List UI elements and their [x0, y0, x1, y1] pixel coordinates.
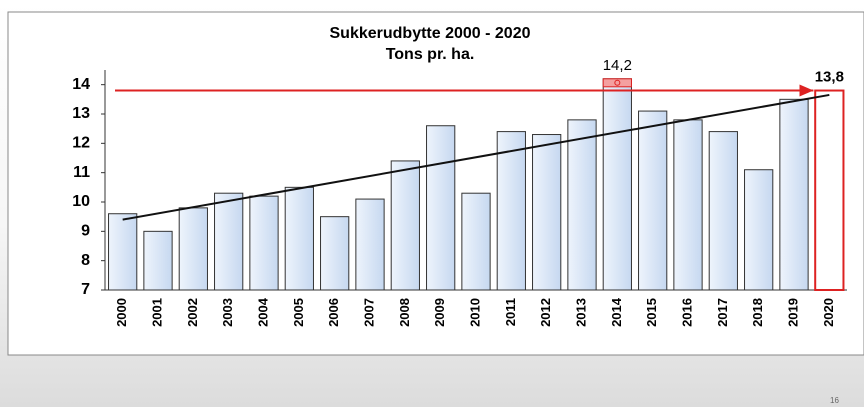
bar — [214, 192, 244, 291]
bar — [178, 207, 208, 291]
highlight — [602, 78, 632, 88]
bar — [426, 125, 456, 291]
x-tick-label: 2006 — [326, 298, 341, 327]
value-label: 14,2 — [603, 57, 632, 74]
bar — [673, 119, 703, 291]
x-tick-label: 2020 — [821, 298, 836, 327]
x-tick-label: 2001 — [149, 298, 164, 327]
y-tick-label: 14 — [72, 76, 90, 93]
bar — [390, 160, 420, 291]
x-tick-label: 2016 — [679, 298, 694, 327]
y-tick-label: 9 — [81, 223, 90, 240]
x-tick-label: 2002 — [185, 298, 200, 327]
bar — [567, 119, 597, 291]
y-tick-label: 7 — [81, 281, 90, 298]
bar — [249, 195, 279, 291]
y-tick-label: 10 — [72, 193, 90, 210]
bar — [496, 131, 526, 291]
x-tick-label: 2007 — [361, 298, 376, 327]
x-tick-label: 2012 — [538, 298, 553, 327]
x-tick-label: 2017 — [715, 298, 730, 327]
value-label: 13,8 — [815, 69, 844, 86]
x-tick-label: 2018 — [750, 298, 765, 327]
x-tick-label: 2011 — [503, 298, 518, 326]
x-tick-label: 2010 — [467, 298, 482, 327]
y-tick-label: 13 — [72, 105, 90, 122]
bar — [814, 89, 845, 291]
bar — [602, 78, 632, 291]
x-tick-label: 2009 — [432, 298, 447, 327]
bar — [355, 198, 385, 291]
bar — [284, 186, 314, 291]
bar — [320, 216, 350, 291]
bar — [532, 134, 562, 291]
trend-line — [122, 93, 830, 221]
bar — [143, 230, 173, 291]
bar — [108, 213, 138, 291]
x-tick-label: 2004 — [255, 297, 270, 327]
x-tick-label: 2005 — [291, 298, 306, 327]
y-tick-label: 8 — [81, 252, 90, 269]
y-tick-label: 11 — [73, 164, 90, 181]
chart-subtitle: Tons pr. ha. — [386, 46, 475, 63]
chart-title: Sukkerudbytte 2000 - 2020 — [330, 25, 531, 42]
highlight-dot — [614, 79, 621, 86]
x-tick-label: 2008 — [397, 298, 412, 327]
x-tick-label: 2000 — [114, 298, 129, 327]
y-tick-label: 12 — [72, 135, 90, 152]
bar — [779, 98, 809, 291]
bar — [461, 192, 491, 291]
bar — [708, 131, 738, 291]
bar — [638, 110, 668, 291]
x-tick-label: 2013 — [573, 298, 588, 327]
x-tick-label: 2015 — [644, 298, 659, 327]
page-number: 16 — [830, 396, 839, 405]
x-tick-label: 2014 — [609, 297, 624, 327]
bar — [744, 169, 774, 291]
x-tick-label: 2019 — [785, 298, 800, 327]
x-tick-label: 2003 — [220, 298, 235, 327]
